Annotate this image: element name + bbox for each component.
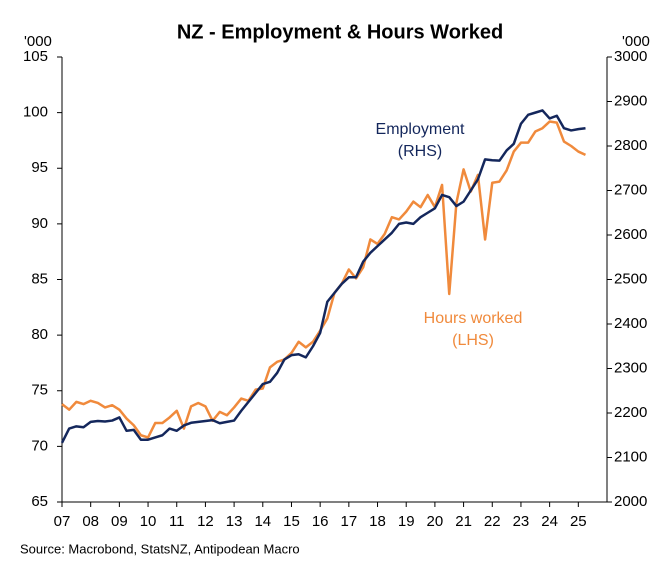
- line-series: [61, 120, 587, 439]
- x-tick-label: 12: [197, 513, 214, 530]
- y2-tick-label: 2000: [614, 493, 647, 510]
- annotation: Hours worked: [424, 310, 523, 327]
- x-tick-label: 11: [169, 513, 185, 530]
- y2-unit: '000: [622, 33, 650, 50]
- y2-tick-label: 2500: [614, 270, 647, 287]
- x-tick-label: 20: [427, 513, 444, 530]
- source: Source: Macrobond, StatsNZ, Antipodean M…: [20, 541, 300, 556]
- y-tick-label: 90: [31, 215, 48, 232]
- annotation: (LHS): [452, 332, 494, 349]
- x-tick-label: 22: [484, 513, 501, 530]
- x-tick-label: 19: [398, 513, 415, 530]
- y2-tick-label: 2600: [614, 226, 647, 243]
- y2-tick-label: 2100: [614, 448, 647, 465]
- x-tick-label: 15: [283, 513, 300, 530]
- x-tick-label: 24: [541, 513, 558, 530]
- x-tick-label: 21: [455, 513, 472, 530]
- y-tick-label: 85: [31, 270, 48, 287]
- x-tick-label: 25: [570, 513, 587, 530]
- x-tick-label: 09: [111, 513, 128, 530]
- y-tick-label: 75: [31, 382, 48, 399]
- y-unit: '000: [24, 33, 52, 50]
- x-tick-label: 13: [226, 513, 243, 530]
- x-tick-label: 07: [54, 513, 71, 530]
- x-tick-label: 14: [254, 513, 271, 530]
- x-tick-label: 18: [369, 513, 386, 530]
- y2-tick-label: 2800: [614, 137, 647, 154]
- y-tick-label: 65: [31, 493, 48, 510]
- y-tick-label: 100: [23, 104, 48, 121]
- y2-tick-label: 2900: [614, 92, 647, 109]
- y2-tick-label: 2700: [614, 181, 647, 198]
- y-tick-label: 80: [31, 326, 48, 343]
- y-tick-label: 105: [23, 48, 48, 65]
- y-tick-label: 70: [31, 437, 48, 454]
- y-tick-label: 95: [31, 159, 48, 176]
- annotation: (RHS): [398, 143, 442, 160]
- y2-tick-label: 3000: [614, 48, 647, 65]
- x-tick-label: 10: [140, 513, 157, 530]
- y2-tick-label: 2200: [614, 404, 647, 421]
- x-tick-label: 23: [513, 513, 530, 530]
- x-tick-label: 16: [312, 513, 329, 530]
- y2-tick-label: 2300: [614, 359, 647, 376]
- line-series: [60, 109, 586, 444]
- x-tick-label: 17: [340, 513, 357, 530]
- x-tick-label: 08: [82, 513, 99, 530]
- annotation: Employment: [376, 121, 465, 138]
- y2-tick-label: 2400: [614, 315, 647, 332]
- chart-title: NZ - Employment & Hours Worked: [177, 21, 503, 43]
